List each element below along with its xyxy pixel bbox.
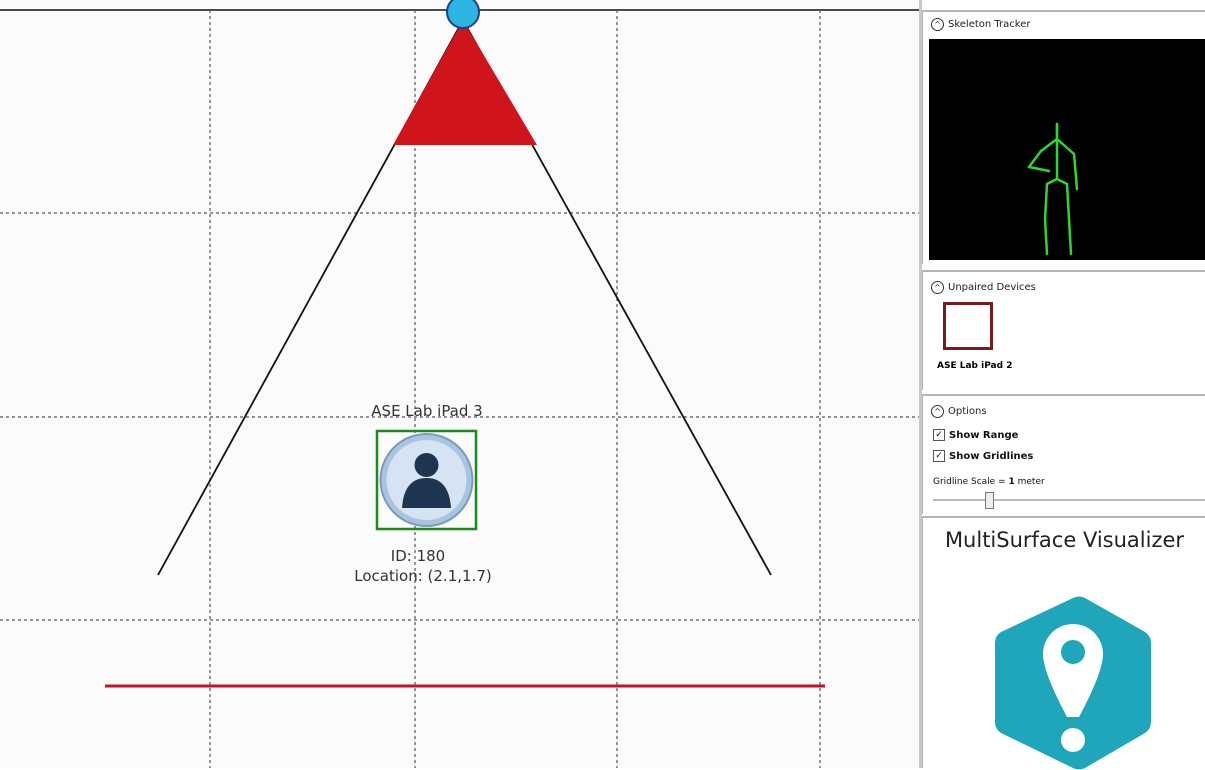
device-frame — [375, 429, 478, 531]
collapse-button[interactable]: ^ — [931, 405, 944, 418]
skeleton-figure — [1027, 122, 1079, 256]
skeleton-panel: ^ Skeleton Tracker — [922, 10, 1205, 264]
panel-header: ^ Skeleton Tracker — [931, 18, 1031, 31]
app-title: MultiSurface Visualizer — [944, 528, 1185, 552]
skeleton-bg — [929, 39, 1205, 260]
device-icon[interactable] — [375, 429, 478, 531]
scale-unit: meter — [1017, 477, 1045, 487]
scale-text: Gridline Scale = 1 meter — [933, 477, 1045, 487]
app-logo — [995, 596, 1151, 770]
logo-dot — [1061, 728, 1085, 752]
option-row: ✓ Show Gridlines — [933, 450, 1033, 462]
panel-title: Unpaired Devices — [948, 282, 1036, 293]
slider-thumb[interactable] — [985, 492, 994, 509]
logo-pin-hole — [1061, 640, 1085, 664]
checkbox[interactable]: ✓ — [933, 450, 945, 462]
scale-value: 1 — [1008, 477, 1015, 487]
device-location: Location: (2.1,1.7) — [354, 567, 491, 585]
panel-title: Options — [948, 406, 987, 417]
unpaired-panel: ^ Unpaired Devices ASE Lab iPad 2 — [922, 270, 1205, 390]
scale-label: Gridline Scale = — [933, 477, 1006, 487]
app-panel: MultiSurface Visualizer — [922, 516, 1205, 770]
device-name: ASE Lab iPad 3 — [371, 402, 482, 420]
collapse-button[interactable]: ^ — [931, 281, 944, 294]
option-label: Show Range — [949, 429, 1019, 441]
panel-header: ^ Unpaired Devices — [931, 281, 1036, 294]
slider-track — [933, 499, 1205, 501]
device-id: ID: 180 — [391, 547, 445, 565]
divider — [919, 0, 922, 768]
option-label: Show Gridlines — [949, 450, 1034, 462]
sensor-cone — [393, 20, 537, 145]
panel-header: ^ Options — [931, 405, 987, 418]
avatar-head — [414, 453, 439, 477]
skeleton-view — [929, 39, 1205, 260]
panel-title: Skeleton Tracker — [948, 19, 1031, 30]
option-row: ✓ Show Range — [933, 429, 1018, 441]
logo-pin — [1043, 624, 1103, 717]
collapse-button[interactable]: ^ — [931, 18, 944, 31]
options-panel: ^ Options ✓ Show Range ✓ Show Gridlines Gri… — [922, 394, 1205, 514]
avatar-body — [402, 478, 451, 508]
kinect-sensor[interactable] — [446, 0, 480, 29]
floor-canvas: ASE Lab iPad 3 ID: 180 Location: (2.1,1.… — [0, 0, 920, 768]
device-label: ASE Lab iPad 2 — [937, 361, 1013, 371]
checkbox[interactable]: ✓ — [933, 429, 945, 441]
device-tile[interactable] — [943, 302, 993, 350]
